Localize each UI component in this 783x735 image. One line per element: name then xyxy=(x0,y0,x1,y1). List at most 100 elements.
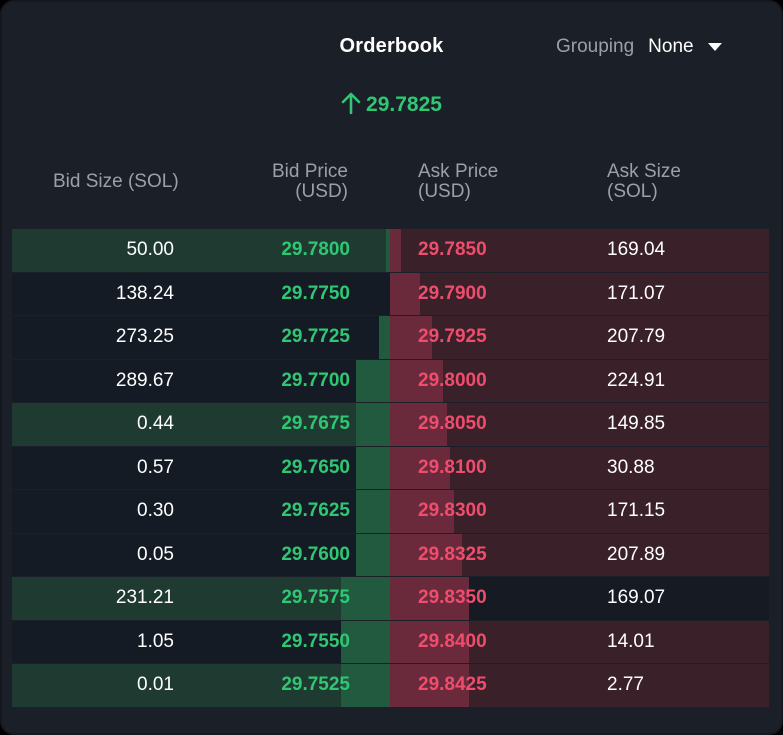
ask-side xyxy=(390,490,769,533)
bid-depth-bar xyxy=(356,490,390,533)
ask-price-cell: 29.8000 xyxy=(418,369,487,391)
ask-price-cell: 29.8400 xyxy=(418,630,487,652)
bid-depth-bar xyxy=(386,229,390,272)
ask-price-cell: 29.7925 xyxy=(418,326,487,347)
chevron-down-icon xyxy=(707,43,722,51)
bid-side xyxy=(12,272,390,315)
bid-price-cell: 29.7750 xyxy=(281,282,350,304)
ask-depth-bar xyxy=(390,229,401,272)
spread-value: 29.7825 xyxy=(366,93,442,116)
column-header-bid-price-unit: (USD) xyxy=(295,181,348,202)
table-row[interactable]: 0.57 29.7650 29.8100 30.88 xyxy=(12,446,769,489)
bid-size-cell: 0.05 xyxy=(137,543,174,565)
ask-side xyxy=(390,577,769,620)
ask-price-cell: 29.8100 xyxy=(418,456,487,478)
ask-side xyxy=(390,403,769,446)
bid-side xyxy=(12,316,390,359)
ask-side xyxy=(390,272,769,315)
table-row[interactable]: 0.30 29.7625 29.8300 171.15 xyxy=(12,490,769,533)
ask-price-cell: 29.7850 xyxy=(418,239,487,260)
table-row[interactable]: 231.21 29.7575 29.8350 169.07 xyxy=(12,577,769,620)
bid-price-cell: 29.7800 xyxy=(281,239,350,260)
bid-side xyxy=(12,403,390,446)
ask-depth-bar xyxy=(390,272,420,315)
page-title: Orderbook xyxy=(339,35,444,57)
ask-side xyxy=(390,620,769,663)
ask-price-cell: 29.8325 xyxy=(418,543,487,565)
column-header-ask-price-label: Ask Price xyxy=(418,161,499,182)
ask-depth-bar xyxy=(390,316,432,359)
column-header-bid-price[interactable]: Bid Price (USD) xyxy=(272,162,348,202)
bid-size-cell: 289.67 xyxy=(115,369,174,391)
ask-size-cell: 207.79 xyxy=(607,326,666,347)
table-row[interactable]: 1.05 29.7550 29.8400 14.01 xyxy=(12,620,769,663)
column-header-bid-price-label: Bid Price xyxy=(271,161,348,182)
ask-depth-bar xyxy=(390,359,443,402)
ask-size-cell: 224.91 xyxy=(607,369,666,391)
ask-size-cell: 149.85 xyxy=(607,413,666,434)
table-row[interactable]: 273.25 29.7725 29.7925 207.79 xyxy=(12,316,769,359)
table-row[interactable]: 0.01 29.7525 29.8425 2.77 xyxy=(12,664,769,707)
bid-side xyxy=(12,577,390,620)
table-row[interactable]: 50.00 29.7800 29.7850 169.04 xyxy=(12,229,769,272)
grouping-value: None xyxy=(648,36,694,57)
bid-size-cell: 0.30 xyxy=(137,500,174,521)
bid-depth-bar xyxy=(356,403,390,446)
grouping-dropdown[interactable]: None xyxy=(648,36,722,58)
column-header-bid-size-label: Bid Size (SOL) xyxy=(53,171,179,192)
ask-price-cell: 29.8050 xyxy=(418,413,487,434)
ask-size-cell: 169.04 xyxy=(607,239,666,260)
table-row[interactable]: 289.67 29.7700 29.8000 224.91 xyxy=(12,359,769,402)
bid-side xyxy=(12,620,390,663)
bid-price-cell: 29.7650 xyxy=(281,456,350,478)
bid-side xyxy=(12,359,390,402)
arrow-up-icon xyxy=(341,92,361,115)
table-row[interactable]: 138.24 29.7750 29.7900 171.07 xyxy=(12,272,769,315)
bid-price-cell: 29.7625 xyxy=(281,500,350,521)
table-row[interactable]: 0.44 29.7675 29.8050 149.85 xyxy=(12,403,769,446)
bid-price-cell: 29.7575 xyxy=(281,587,350,608)
bid-price-cell: 29.7675 xyxy=(281,413,350,434)
ask-depth-bar xyxy=(390,490,454,533)
bid-side xyxy=(12,490,390,533)
ask-side xyxy=(390,359,769,402)
bid-size-cell: 138.24 xyxy=(115,282,174,304)
bid-depth-bar xyxy=(379,316,390,359)
ask-depth-bar xyxy=(390,620,469,663)
bid-depth-bar xyxy=(341,664,390,707)
bid-side xyxy=(12,229,390,272)
bid-size-cell: 0.44 xyxy=(137,413,174,434)
ask-depth-bar xyxy=(390,664,469,707)
table-row[interactable]: 0.05 29.7600 29.8325 207.89 xyxy=(12,533,769,576)
bid-price-cell: 29.7725 xyxy=(281,326,350,347)
bid-side xyxy=(12,446,390,489)
column-header-ask-size[interactable]: Ask Size (SOL) xyxy=(607,162,681,202)
ask-size-cell: 2.77 xyxy=(607,674,644,695)
ask-side xyxy=(390,316,769,359)
ask-size-cell: 171.15 xyxy=(607,500,666,521)
ask-side xyxy=(390,229,769,272)
bid-price-cell: 29.7700 xyxy=(281,369,350,391)
ask-depth-bar xyxy=(390,446,450,489)
bid-price-cell: 29.7600 xyxy=(281,543,350,565)
ask-side xyxy=(390,533,769,576)
orderbook-header: Orderbook Grouping None 29.7825 Bid Size… xyxy=(2,2,781,228)
column-header-bid-size[interactable]: Bid Size (SOL) xyxy=(53,172,179,192)
ask-size-cell: 207.89 xyxy=(607,543,666,565)
ask-price-cell: 29.8350 xyxy=(418,587,487,608)
ask-price-cell: 29.8300 xyxy=(418,500,487,521)
bid-side xyxy=(12,664,390,707)
bid-size-cell: 231.21 xyxy=(115,587,174,608)
bid-depth-bar xyxy=(356,533,390,576)
ask-side xyxy=(390,446,769,489)
column-header-ask-price[interactable]: Ask Price (USD) xyxy=(418,162,498,202)
ask-size-cell: 171.07 xyxy=(607,282,666,304)
bid-depth-bar xyxy=(341,577,390,620)
column-header-ask-size-label: Ask Size xyxy=(607,161,681,182)
bid-size-cell: 50.00 xyxy=(126,239,174,260)
ask-depth-bar xyxy=(390,577,469,620)
bid-size-cell: 0.01 xyxy=(137,674,174,695)
bid-price-cell: 29.7525 xyxy=(281,674,350,695)
grouping-label: Grouping xyxy=(556,36,635,57)
